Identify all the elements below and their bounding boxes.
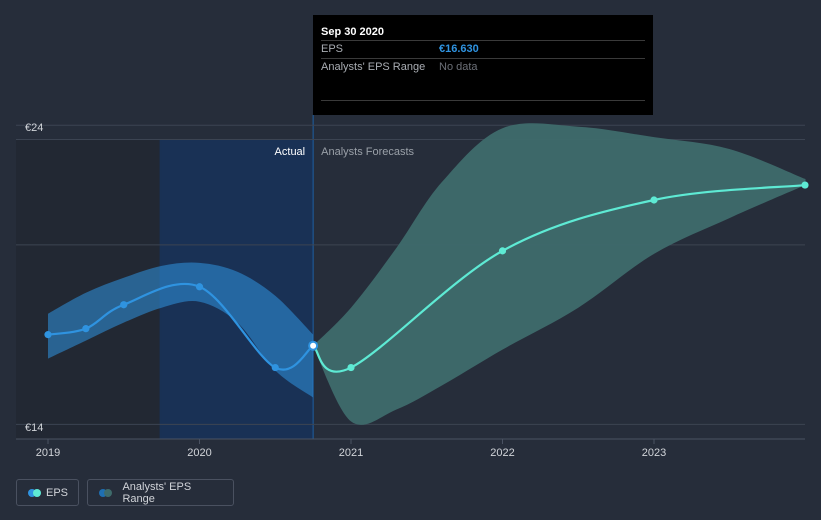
eps-forecast-point[interactable] bbox=[801, 181, 809, 189]
eps-forecast-line bbox=[312, 183, 806, 373]
eps-forecast-point[interactable] bbox=[650, 196, 658, 204]
tooltip-eps-value: €16.630 bbox=[439, 43, 479, 55]
legend-eps-toggle[interactable]: EPS bbox=[16, 479, 79, 506]
eps-actual-point[interactable] bbox=[120, 301, 128, 309]
x-tick-label: 2022 bbox=[490, 447, 514, 459]
tooltip-eps-row: EPS €16.630 bbox=[321, 40, 645, 58]
y-tick-label: €14 bbox=[25, 422, 43, 434]
eps-forecast-point[interactable] bbox=[498, 247, 507, 255]
eps-actual-point[interactable] bbox=[195, 283, 204, 291]
tooltip-eps-label: EPS bbox=[321, 43, 344, 55]
range-swatch-icon bbox=[99, 488, 114, 497]
x-tick-label: 2021 bbox=[339, 447, 363, 459]
x-tick-label: 2023 bbox=[642, 447, 666, 459]
chart-tooltip: Sep 30 2020 EPS €16.630 Analysts' EPS Ra… bbox=[313, 15, 653, 115]
x-tick-label: 2019 bbox=[36, 447, 60, 459]
y-tick-label: €24 bbox=[25, 122, 43, 134]
tooltip-range-row: Analysts' EPS Range No data bbox=[321, 58, 645, 76]
eps-actual-point[interactable] bbox=[271, 363, 279, 372]
eps-actual-point[interactable] bbox=[44, 331, 52, 339]
legend-eps-label: EPS bbox=[45, 486, 68, 499]
eps-actual-point[interactable] bbox=[308, 340, 319, 351]
actual-region-label: Actual bbox=[275, 146, 306, 158]
eps-forecast-point[interactable] bbox=[347, 363, 355, 372]
eps-actual-point[interactable] bbox=[82, 325, 90, 333]
forecast-region-label: Analysts Forecasts bbox=[321, 146, 414, 158]
legend-range-label: Analysts' EPS Range bbox=[122, 480, 192, 505]
eps-swatch-icon bbox=[28, 488, 41, 497]
analyst-range-band bbox=[313, 123, 806, 425]
tooltip-range-value: No data bbox=[439, 61, 478, 73]
x-tick-label: 2020 bbox=[187, 447, 211, 459]
actual-eps-band bbox=[48, 262, 314, 398]
tooltip-date: Sep 30 2020 bbox=[321, 26, 384, 38]
tooltip-range-label: Analysts' EPS Range bbox=[321, 61, 426, 73]
legend-range-toggle[interactable]: Analysts' EPS Range bbox=[87, 479, 234, 506]
tooltip-divider bbox=[321, 100, 645, 101]
